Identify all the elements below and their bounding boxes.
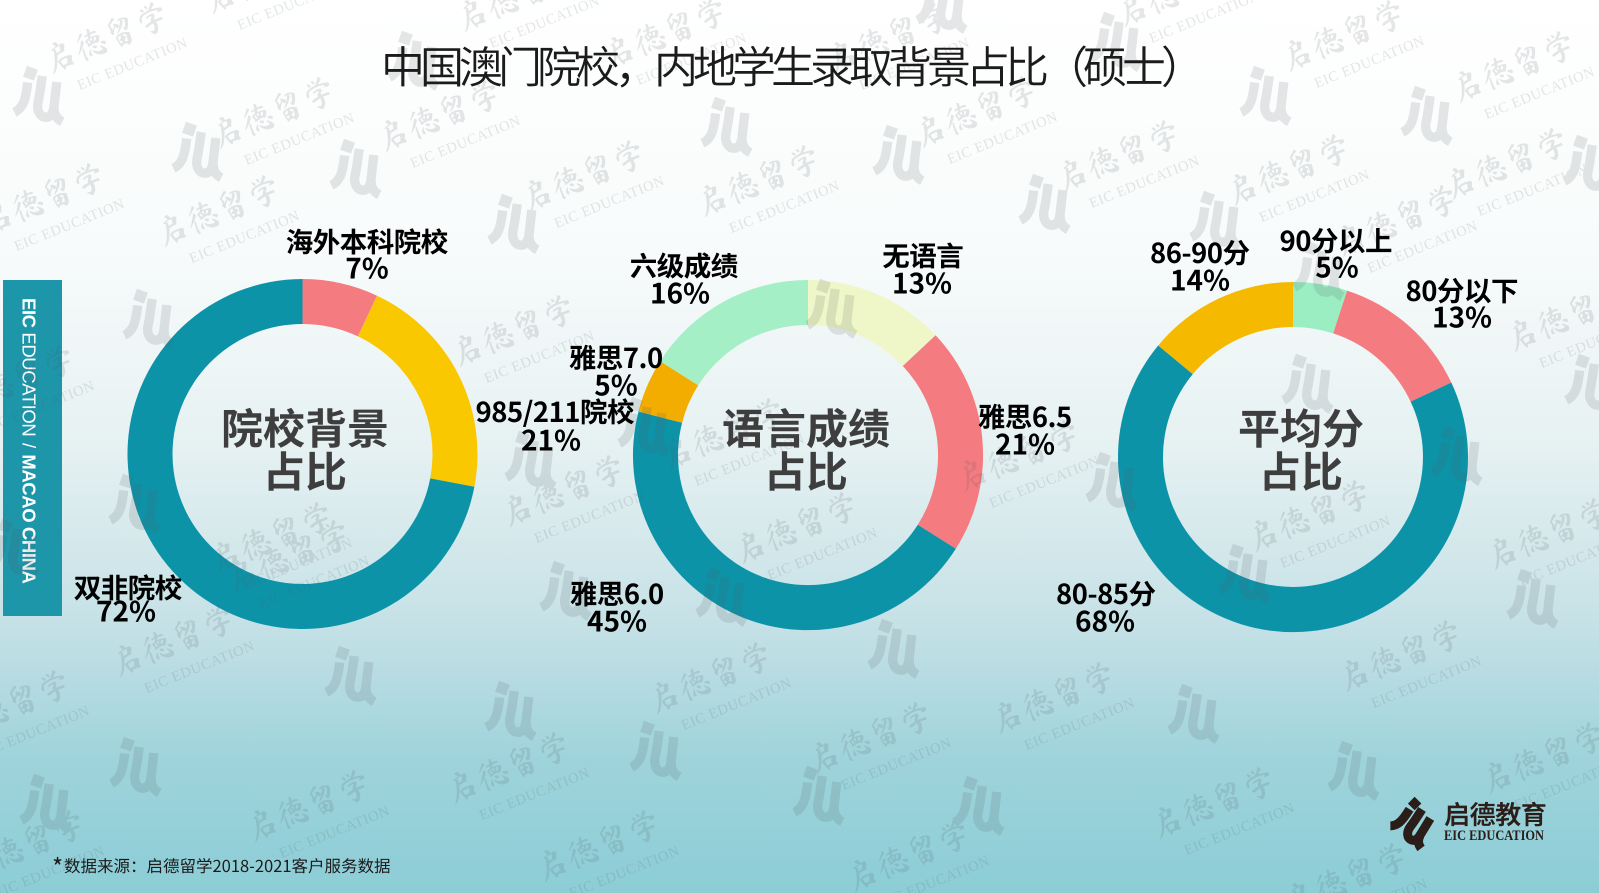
svg-text:EIC EDUCATION: EIC EDUCATION bbox=[1444, 828, 1544, 844]
